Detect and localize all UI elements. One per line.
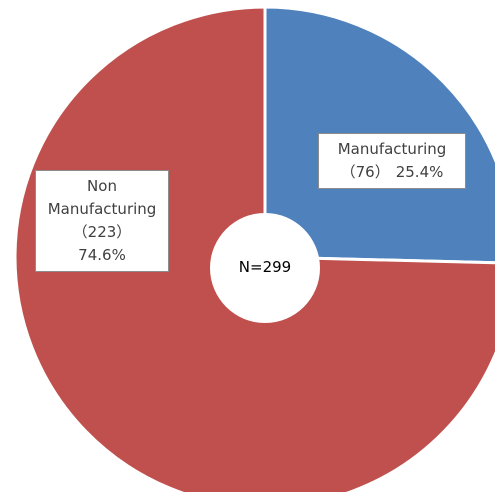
value-label: 25.4% — [395, 163, 444, 181]
value-label: 74.6% — [78, 246, 126, 264]
count-label: （76） — [340, 163, 390, 181]
category-name: Non Manufacturing — [47, 177, 157, 218]
count-label: （223） — [72, 223, 132, 241]
center-label: N=299 — [238, 258, 292, 276]
data-label: Non Manufacturing （223） 74.6% — [35, 170, 169, 272]
category-name: Manufacturing — [337, 140, 447, 158]
data-label: Manufacturing （76） 25.4% — [318, 133, 466, 189]
donut-hole — [210, 213, 320, 323]
